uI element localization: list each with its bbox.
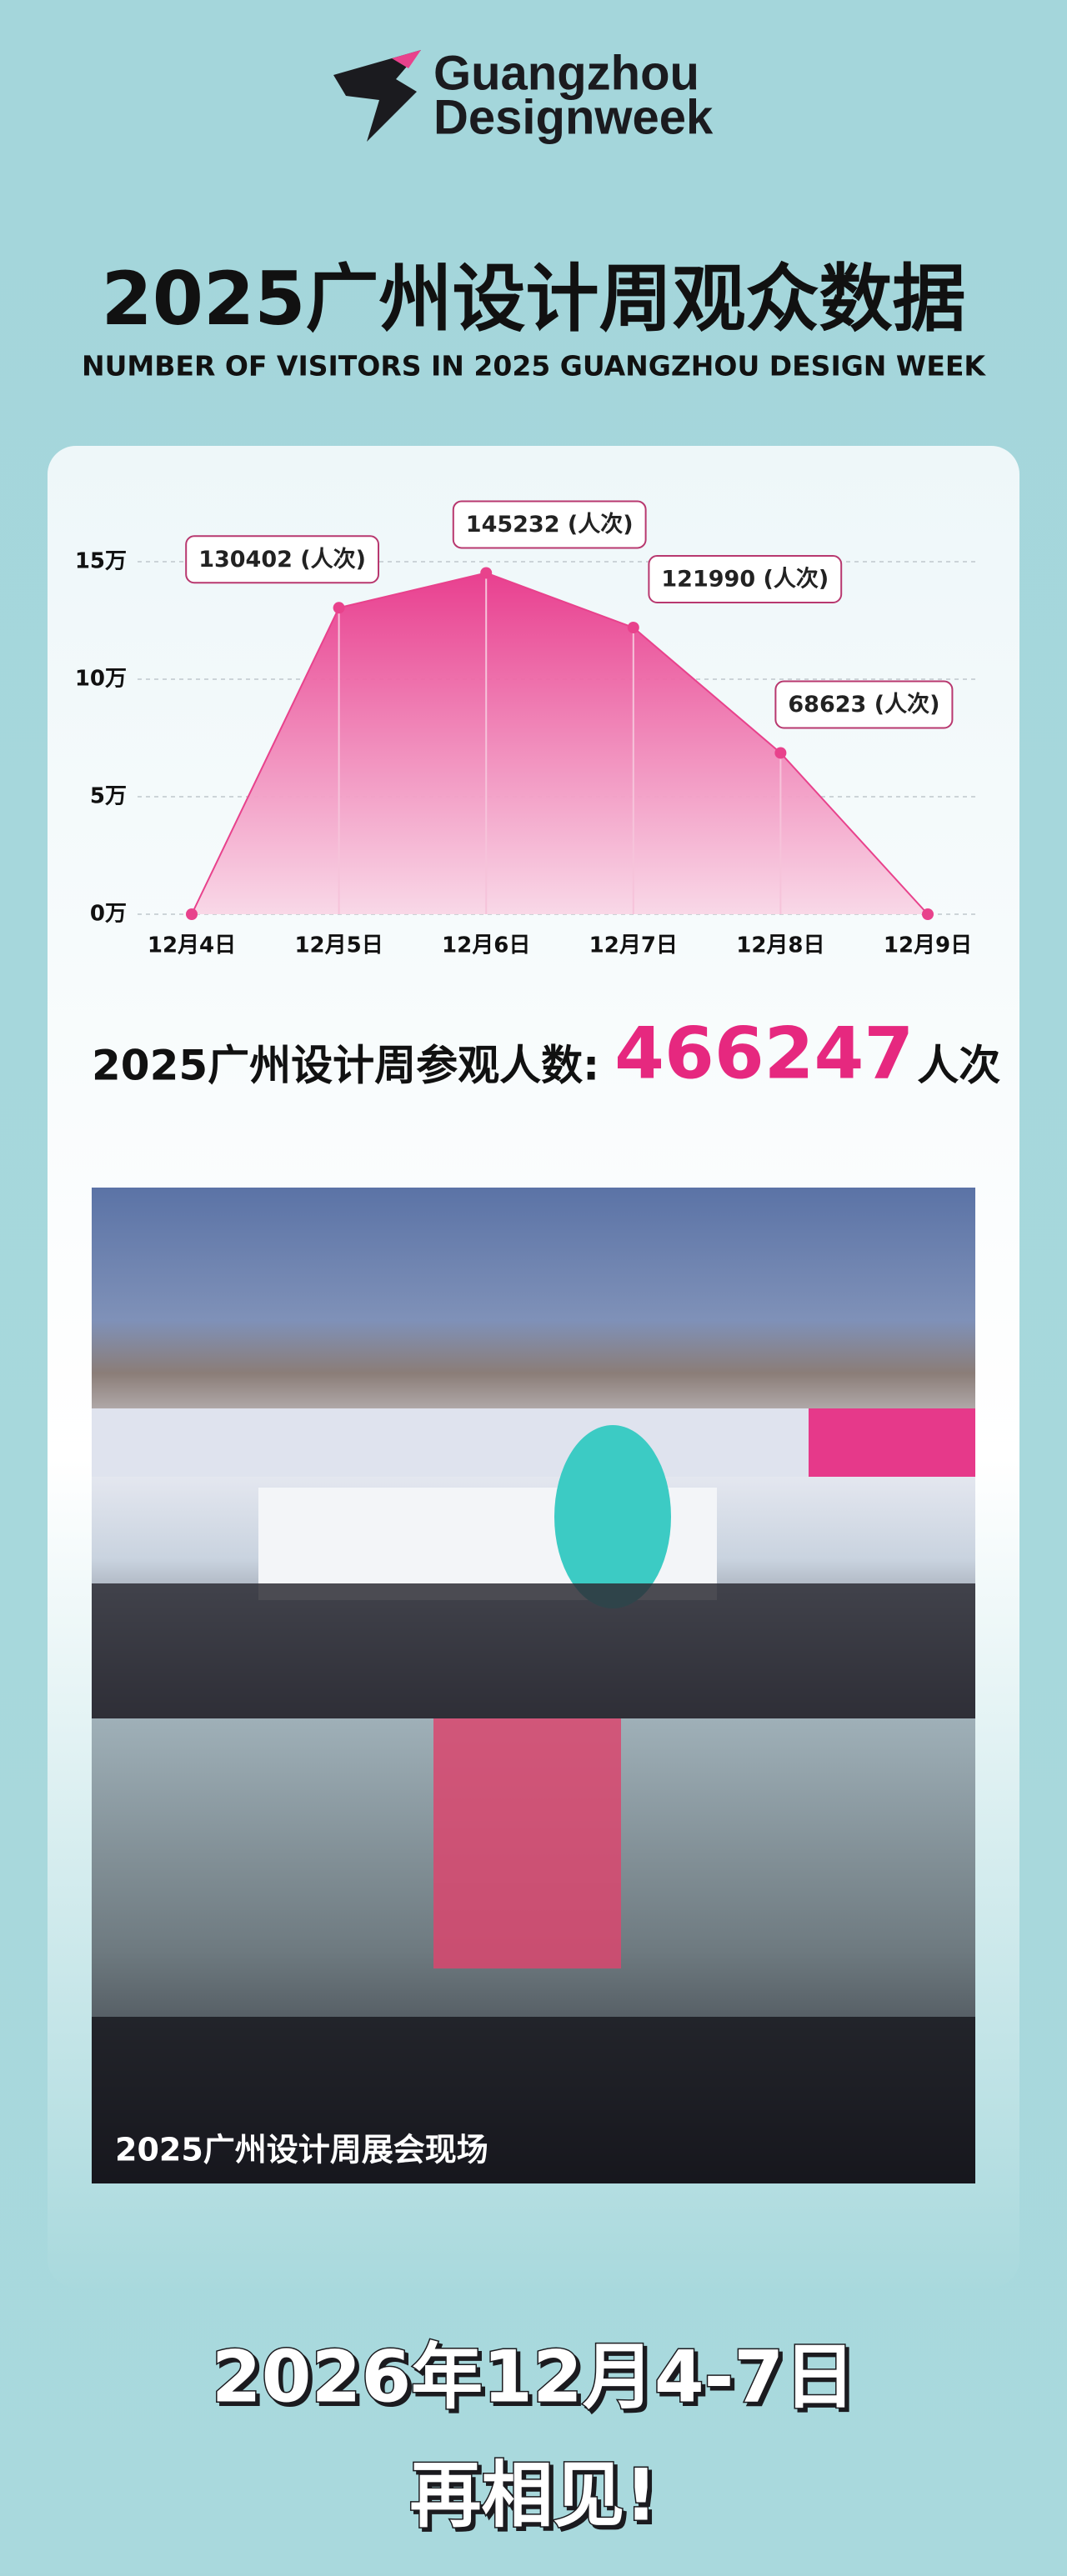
- footer-date: 2026年12月4-7日: [212, 2335, 855, 2418]
- photo-banner-accent: [809, 1408, 975, 1477]
- x-tick-label: 12月9日: [884, 933, 972, 958]
- point: [480, 567, 493, 579]
- photo-caption: 2025广州设计周展会现场: [115, 2132, 488, 2168]
- point: [186, 908, 198, 920]
- logo-text: Designweek: [433, 90, 714, 144]
- total-label: 2025广州设计周参观人数:: [92, 1042, 599, 1090]
- x-tick-label: 12月4日: [148, 933, 236, 958]
- y-tick-label: 10万: [75, 667, 127, 692]
- area: [146, 573, 974, 914]
- photos: 2025广州设计周展会现场: [92, 1188, 975, 2183]
- x-tick-label: 12月8日: [736, 933, 824, 958]
- label-box: [774, 680, 954, 729]
- total: 2025广州设计周参观人数: 466247 人次: [92, 1012, 1000, 1095]
- value-label: 130402 (人次): [198, 547, 366, 573]
- value-label: 121990 (人次): [661, 566, 829, 592]
- total-unit: 人次: [917, 1042, 1000, 1090]
- line: [191, 572, 929, 915]
- y-tick-label: 5万: [90, 784, 127, 809]
- title: 2025广州设计周观众数据: [102, 256, 966, 342]
- footer-message: 再相见!: [409, 2453, 657, 2537]
- point: [333, 602, 345, 614]
- label-box: [185, 535, 380, 584]
- y-tick-label: 0万: [90, 902, 127, 927]
- photo-crowd: [92, 2017, 975, 2183]
- label-box: [648, 554, 843, 603]
- value-label: 145232 (人次): [466, 512, 634, 538]
- logo-accent: [392, 50, 421, 68]
- label-box: [452, 500, 647, 549]
- chart: 0万 5万 10万 15万 12月4日 12月5日 130402 (人次) 12月6日 1452…: [75, 500, 975, 958]
- point: [627, 621, 639, 633]
- point: [774, 747, 787, 759]
- logo-text: Guangzhou: [433, 46, 699, 100]
- y-tick-label: 15万: [75, 549, 127, 574]
- x-tick-label: 12月7日: [589, 933, 678, 958]
- value-label: 68623 (人次): [788, 692, 939, 718]
- point: [922, 908, 934, 920]
- x-tick-label: 12月5日: [294, 933, 383, 958]
- photo-statue: [554, 1425, 671, 1608]
- photo-poster: [433, 1718, 621, 1968]
- photo-crowd: [92, 1583, 975, 1718]
- x-tick-label: 12月6日: [442, 933, 530, 958]
- subtitle: NUMBER OF VISITORS IN 2025 GUANGZHOU DES…: [82, 350, 986, 383]
- logo: Guangzhou Designweek: [333, 46, 714, 144]
- total-value: 466247: [614, 1012, 914, 1095]
- logo-bird: [333, 50, 421, 142]
